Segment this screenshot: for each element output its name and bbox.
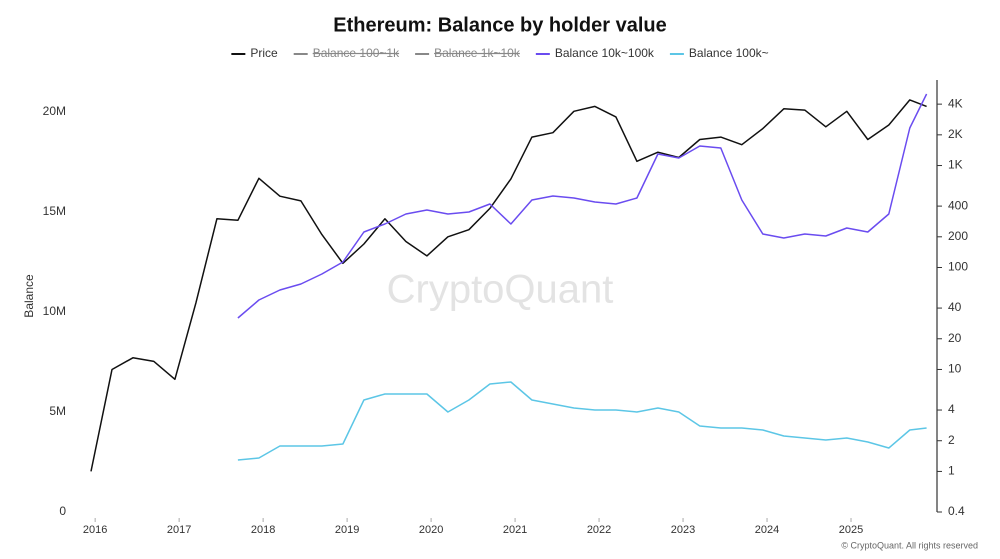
y-axis-label: Balance xyxy=(22,274,36,318)
series-line xyxy=(237,93,928,319)
legend: Price Balance 100~1k Balance 1k~10k Balance… xyxy=(231,46,769,60)
x-tick-label: 2021 xyxy=(503,524,527,536)
y2-tick-label: 2K xyxy=(948,127,963,141)
x-tick-label: 2022 xyxy=(587,524,611,536)
y-tick-label: 20M xyxy=(43,104,66,118)
y-tick-label: 0 xyxy=(59,504,66,518)
x-tick-label: 2017 xyxy=(167,524,191,536)
legend-label[interactable]: Balance 1k~10k xyxy=(434,46,521,60)
x-tick-label: 2016 xyxy=(83,524,107,536)
y2-tick-label: 1 xyxy=(948,464,955,478)
x-tick-label: 2018 xyxy=(251,524,275,536)
y-tick-label: 10M xyxy=(43,304,66,318)
x-tick-label: 2023 xyxy=(671,524,695,536)
x-tick-label: 2019 xyxy=(335,524,359,536)
y2-tick-label: 400 xyxy=(948,198,968,212)
series-line xyxy=(90,99,927,472)
y2-tick-label: 1K xyxy=(948,158,963,172)
legend-label[interactable]: Balance 100k~ xyxy=(689,46,769,60)
y2-tick-label: 200 xyxy=(948,229,968,243)
y2-tick-label: 10 xyxy=(948,362,962,376)
y2-tick-label: 20 xyxy=(948,331,962,345)
y2-tick-label: 0.4 xyxy=(948,504,965,518)
x-tick-label: 2024 xyxy=(755,524,779,536)
series-line xyxy=(237,381,927,461)
watermark: CryptoQuant xyxy=(387,268,614,312)
y-tick-label: 5M xyxy=(49,404,66,418)
y2-tick-label: 2 xyxy=(948,433,955,447)
legend-label[interactable]: Balance 10k~100k xyxy=(555,46,655,60)
y2-tick-label: 4K xyxy=(948,96,963,110)
y2-tick-label: 40 xyxy=(948,300,962,314)
footer: © CryptoQuant. All rights reserved xyxy=(841,540,978,550)
y2-tick-label: 100 xyxy=(948,260,968,274)
legend-label[interactable]: Price xyxy=(250,46,278,60)
legend-label[interactable]: Balance 100~1k xyxy=(313,46,400,60)
y2-tick-label: 4 xyxy=(948,402,955,416)
x-tick-label: 2025 xyxy=(839,524,863,536)
chart-title: Ethereum: Balance by holder value xyxy=(333,14,666,36)
x-tick-label: 2020 xyxy=(419,524,443,536)
y-tick-label: 15M xyxy=(43,204,66,218)
